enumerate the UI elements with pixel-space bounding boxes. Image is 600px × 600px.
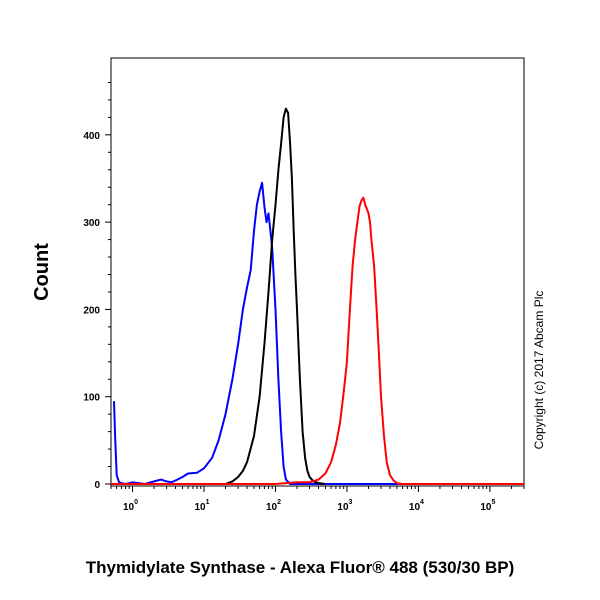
x-tick-label: 104 (409, 499, 424, 513)
x-tick-exponent: 3 (349, 499, 353, 506)
y-tick-label: 200 (83, 305, 100, 316)
x-tick-exponent: 5 (492, 499, 496, 506)
x-tick-label: 100 (123, 499, 138, 513)
x-tick-base: 10 (123, 502, 135, 513)
x-tick-base: 10 (409, 502, 421, 513)
y-tick-label: 300 (83, 218, 100, 229)
x-tick-label: 101 (194, 499, 209, 513)
x-tick-label: 105 (480, 499, 495, 513)
y-tick-label: 100 (83, 393, 100, 404)
x-tick-base: 10 (194, 502, 206, 513)
x-tick-exponent: 0 (134, 499, 138, 506)
x-tick-label: 103 (337, 499, 352, 513)
x-tick-label: 102 (266, 499, 281, 513)
plot-frame (110, 57, 525, 487)
series-layer (111, 107, 524, 485)
x-tick-base: 10 (480, 502, 492, 513)
x-tick-exponent: 4 (420, 499, 424, 506)
y-axis-ticks: 0 100 200 300 400 (83, 81, 111, 491)
y-tick-label: 400 (83, 131, 100, 142)
histogram-series-1 (225, 107, 326, 485)
x-tick-base: 10 (266, 502, 278, 513)
x-axis-ticks: 100 101 102 103 104 105 (123, 486, 496, 513)
histogram-series-2 (111, 196, 524, 485)
x-axis-title: Thymidylate Synthase - Alexa Fluor® 488 … (86, 558, 515, 577)
x-minor-ticks (110, 486, 525, 489)
copyright-annotation: Copyright (c) 2017 Abcam Plc (532, 291, 546, 450)
x-tick-exponent: 1 (206, 499, 210, 506)
y-tick-label: 0 (94, 480, 100, 491)
x-tick-exponent: 2 (277, 499, 281, 506)
y-axis-title: Count (31, 243, 53, 301)
histogram-series-0 (113, 181, 524, 485)
x-tick-base: 10 (337, 502, 349, 513)
